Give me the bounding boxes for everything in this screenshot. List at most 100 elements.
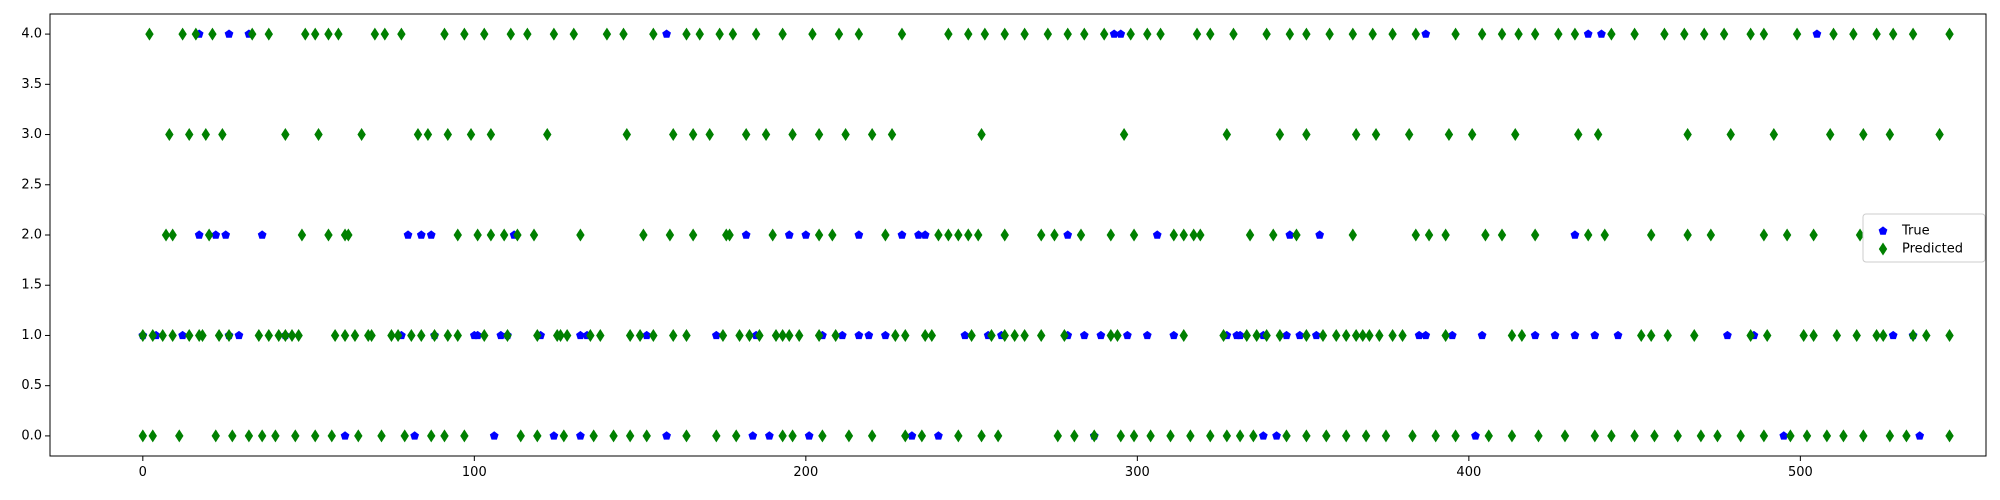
predicted-point (274, 328, 283, 342)
predicted-point (1292, 228, 1301, 242)
predicted-point (1169, 228, 1179, 242)
legend: True Predicted (1862, 213, 1986, 263)
predicted-point (1888, 27, 1898, 41)
predicted-point (795, 328, 804, 342)
predicted-point (808, 27, 817, 41)
predicted-point (556, 328, 565, 342)
predicted-point (1530, 27, 1540, 41)
predicted-point (1381, 429, 1391, 443)
predicted-point (423, 128, 433, 142)
predicted-point (1050, 228, 1059, 242)
predicted-point (891, 328, 900, 342)
predicted-point (148, 429, 157, 443)
legend-box (1862, 213, 1986, 263)
predicted-point (1206, 27, 1215, 41)
true-point (662, 431, 671, 440)
predicted-point (980, 27, 990, 41)
predicted-point (917, 429, 927, 443)
predicted-point (841, 128, 850, 142)
predicted-point (1583, 228, 1593, 242)
predicted-point (516, 429, 525, 443)
predicted-point (1832, 328, 1842, 342)
predicted-point (1285, 27, 1295, 41)
predicted-point (1116, 429, 1125, 443)
true-point (1116, 29, 1126, 38)
predicted-point (297, 228, 307, 242)
predicted-point (814, 328, 824, 342)
predicted-point (901, 328, 910, 342)
true-point (642, 330, 652, 340)
predicted-point (453, 228, 462, 242)
predicted-point (867, 429, 877, 443)
predicted-point (576, 228, 585, 242)
predicted-point (175, 429, 184, 443)
predicted-point (1726, 128, 1735, 142)
predicted-point (513, 228, 522, 242)
true-point (221, 230, 231, 239)
true-point (416, 230, 426, 239)
predicted-point (1411, 27, 1421, 41)
predicted-point (1922, 328, 1931, 342)
true-point (426, 230, 436, 239)
predicted-point (778, 27, 787, 41)
predicted-point (1275, 128, 1285, 142)
true-point (920, 230, 930, 239)
predicted-point (1070, 429, 1079, 443)
predicted-point (831, 328, 840, 342)
predicted-point (768, 228, 777, 242)
predicted-point (281, 128, 290, 142)
predicted-point (387, 328, 396, 342)
predicted-point (1683, 228, 1692, 242)
predicted-point (834, 27, 844, 41)
predicted-point (1852, 328, 1861, 342)
predicted-point (1099, 27, 1109, 41)
predicted-point (1660, 27, 1669, 41)
predicted-point (1119, 128, 1129, 142)
true-point (1530, 330, 1540, 340)
predicted-point (370, 27, 380, 41)
predicted-point (244, 429, 254, 443)
predicted-point (649, 328, 658, 342)
predicted-point (533, 429, 542, 443)
true-point (765, 431, 774, 440)
predicted-point (430, 328, 439, 342)
true-point (224, 29, 234, 38)
predicted-point (427, 429, 436, 443)
predicted-point (1809, 328, 1818, 342)
predicted-point (964, 228, 973, 242)
true-point (576, 431, 585, 440)
predicted-point (294, 328, 303, 342)
predicted-point (1713, 429, 1722, 443)
predicted-point (1590, 429, 1600, 443)
predicted-point (1037, 328, 1046, 342)
predicted-point (741, 128, 751, 142)
predicted-point (1129, 429, 1139, 443)
predicted-point (1517, 328, 1527, 342)
predicted-point (287, 328, 297, 342)
y-axis: 0.0 0.5 1.0 1.5 2.0 2.5 3.0 3.5 4.0 (21, 27, 50, 443)
y-tick-label: 3.0 (21, 127, 42, 142)
predicted-point (639, 228, 648, 242)
predicted-point (224, 328, 234, 342)
predicted-point (1322, 429, 1331, 443)
predicted-point (586, 328, 595, 342)
predicted-point (291, 429, 300, 443)
true-point (854, 230, 864, 239)
predicted-point (1252, 328, 1261, 342)
predicted-point (1706, 228, 1716, 242)
predicted-point (735, 328, 744, 342)
predicted-point (1650, 429, 1659, 443)
predicted-point (1683, 128, 1692, 142)
predicted-point (311, 27, 320, 41)
predicted-point (204, 228, 214, 242)
predicted-point (178, 27, 187, 41)
predicted-point (1043, 27, 1053, 41)
predicted-point (635, 328, 645, 342)
predicted-point (1249, 429, 1258, 443)
true-point (1414, 330, 1424, 340)
predicted-point (1507, 429, 1517, 443)
predicted-point (1477, 27, 1487, 41)
predicted-point (324, 228, 333, 242)
predicted-point (725, 228, 734, 242)
